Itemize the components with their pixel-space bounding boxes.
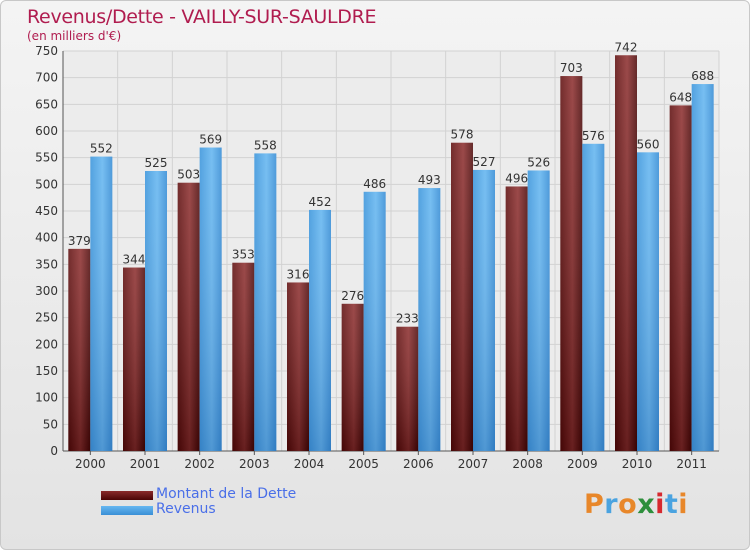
bar-shade bbox=[287, 282, 309, 451]
bar-shade bbox=[582, 143, 605, 452]
bar-shade bbox=[527, 170, 550, 451]
data-label: 688 bbox=[691, 69, 714, 83]
y-tick-label: 550 bbox=[35, 151, 58, 165]
bar-shade bbox=[90, 156, 113, 451]
bar-shade bbox=[145, 171, 167, 451]
bar-shade bbox=[232, 262, 255, 451]
bar-shade bbox=[473, 169, 495, 451]
x-tick-label: 2006 bbox=[403, 457, 434, 471]
data-label: 578 bbox=[451, 128, 474, 142]
data-label: 452 bbox=[309, 195, 332, 209]
chart-title: Revenus/Dette - VAILLY-SUR-SAULDRE bbox=[27, 6, 377, 28]
brand-letter: i bbox=[678, 489, 689, 520]
y-tick-label: 350 bbox=[35, 257, 58, 271]
axes: 0 50 100 150 200 250 300 350 400 450 500 550 600 650 7… bbox=[35, 44, 719, 471]
data-label: 576 bbox=[582, 129, 605, 143]
data-label: 276 bbox=[341, 289, 364, 303]
y-tick-label: 200 bbox=[35, 337, 58, 351]
y-tick-label: 400 bbox=[35, 231, 58, 245]
x-tick-label: 2010 bbox=[622, 457, 653, 471]
proxiti-logo: Proxiti bbox=[584, 489, 688, 520]
bar-shade bbox=[123, 267, 145, 451]
data-label: 503 bbox=[177, 168, 200, 182]
y-tick-label: 450 bbox=[35, 204, 58, 218]
bar-shade bbox=[254, 153, 277, 451]
x-tick-label: 2003 bbox=[239, 457, 270, 471]
bar-shade bbox=[637, 152, 659, 452]
x-tick-label: 2002 bbox=[184, 457, 215, 471]
bar-shade bbox=[615, 55, 637, 452]
bar-shade bbox=[418, 188, 441, 452]
brand-letter: P bbox=[584, 489, 605, 520]
y-tick-label: 650 bbox=[35, 97, 58, 111]
bar-shade bbox=[309, 209, 331, 451]
legend-label-revenus: Revenus bbox=[156, 501, 216, 517]
legend-label-dette: Montant de la Dette bbox=[156, 486, 297, 502]
brand-letter: t bbox=[664, 489, 679, 520]
data-label: 569 bbox=[199, 133, 222, 147]
data-label: 558 bbox=[254, 138, 277, 152]
bar-shade bbox=[68, 248, 91, 451]
data-label: 526 bbox=[527, 155, 550, 169]
y-tick-label: 750 bbox=[35, 44, 58, 58]
y-tick-label: 150 bbox=[35, 364, 58, 378]
data-label: 648 bbox=[669, 90, 692, 104]
data-label: 486 bbox=[363, 177, 386, 191]
x-tick-label: 2007 bbox=[458, 457, 489, 471]
data-label: 703 bbox=[560, 61, 583, 75]
bar-shade bbox=[177, 182, 200, 451]
bars bbox=[68, 55, 714, 452]
legend-swatch-dette bbox=[101, 491, 153, 500]
data-label: 525 bbox=[145, 156, 168, 170]
data-label: 379 bbox=[68, 234, 91, 248]
bar-shade bbox=[199, 147, 222, 452]
brand-letter: i bbox=[655, 489, 665, 520]
data-label: 552 bbox=[90, 142, 113, 156]
data-label: 493 bbox=[418, 173, 441, 187]
bar-shade bbox=[451, 142, 473, 451]
bar-shade bbox=[396, 326, 419, 451]
y-tick-label: 600 bbox=[35, 124, 58, 138]
chart-subtitle: (en milliers d'€) bbox=[27, 29, 122, 43]
bar-shade bbox=[341, 303, 364, 451]
data-label: 353 bbox=[232, 248, 255, 262]
x-tick-label: 2001 bbox=[130, 457, 161, 471]
data-label: 316 bbox=[287, 267, 310, 281]
data-label: 233 bbox=[396, 312, 419, 326]
y-tick-label: 50 bbox=[43, 417, 58, 431]
y-tick-label: 700 bbox=[35, 71, 58, 85]
x-tick-label: 2004 bbox=[294, 457, 325, 471]
x-tick-label: 2009 bbox=[567, 457, 598, 471]
brand-letter: x bbox=[637, 489, 656, 520]
y-tick-label: 100 bbox=[35, 391, 58, 405]
x-tick-label: 2005 bbox=[348, 457, 379, 471]
y-tick-label: 300 bbox=[35, 284, 58, 298]
data-label: 742 bbox=[615, 40, 638, 54]
y-tick-label: 500 bbox=[35, 177, 58, 191]
y-tick-label: 0 bbox=[50, 444, 58, 458]
bar-shade bbox=[560, 76, 583, 452]
brand-letter: o bbox=[618, 489, 638, 520]
bar-shade bbox=[669, 105, 692, 452]
x-tick-label: 2011 bbox=[676, 457, 707, 471]
y-tick-label: 250 bbox=[35, 311, 58, 325]
x-tick-label: 2000 bbox=[75, 457, 106, 471]
legend-swatch-revenus bbox=[101, 506, 153, 515]
data-label: 344 bbox=[123, 253, 146, 267]
bar-shade bbox=[363, 191, 386, 452]
data-label: 527 bbox=[473, 155, 496, 169]
x-tick-label: 2008 bbox=[512, 457, 543, 471]
data-labels: 379 344 503 353 316 276 233 578 496 703 742 648 552 5… bbox=[68, 40, 714, 325]
bar-shade bbox=[691, 84, 714, 452]
bar-shade bbox=[505, 186, 528, 451]
data-label: 496 bbox=[505, 171, 528, 185]
data-label: 560 bbox=[637, 137, 660, 151]
brand-letter: r bbox=[604, 489, 619, 520]
